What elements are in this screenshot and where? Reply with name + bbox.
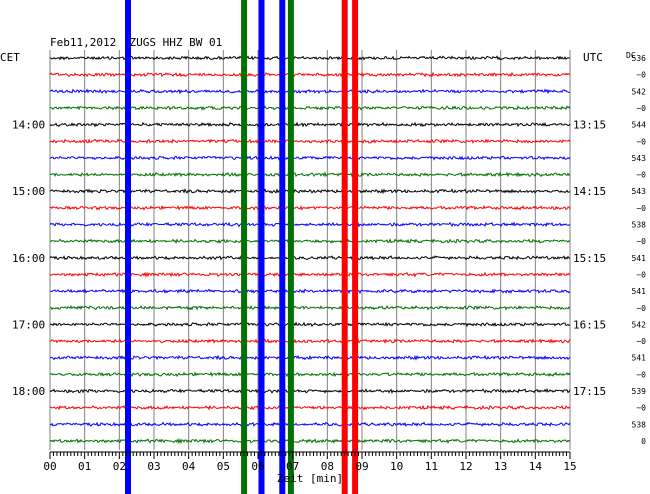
left-hour-label: 18:00 [12, 385, 45, 398]
x-tick-label: 13 [494, 460, 507, 473]
dc-offset-label: 536 [632, 54, 647, 63]
x-tick-label: 09 [355, 460, 368, 473]
chart-title: Feb11,2012 ZUGS HHZ BW 01 [50, 36, 222, 49]
dc-offset-label: −0 [636, 71, 646, 80]
x-tick-label: 12 [459, 460, 472, 473]
seismic-trace [49, 354, 571, 361]
dc-offset-label: −0 [636, 404, 646, 413]
dc-offset-label: 0 [641, 437, 646, 446]
dc-offset-label: −0 [636, 370, 646, 379]
dc-offset-label: −0 [636, 171, 646, 180]
transient-spike [279, 0, 286, 494]
seismic-trace [49, 337, 571, 345]
seismic-trace [49, 71, 571, 78]
grid-layer [49, 50, 571, 450]
left-hour-label: 14:00 [12, 119, 45, 132]
axis-layer [49, 451, 571, 459]
seismic-trace [49, 387, 571, 395]
dc-offset-label: −0 [636, 270, 646, 279]
seismic-trace [49, 255, 571, 261]
seismic-trace [49, 321, 571, 328]
seismic-trace [49, 88, 571, 95]
dc-offset-label: 542 [632, 320, 647, 329]
x-tick-label: 15 [563, 460, 576, 473]
x-tick-label: 06 [251, 460, 264, 473]
label-layer: Feb11,2012 ZUGS HHZ BW 01 CET UTC DC Zei… [0, 36, 646, 485]
dc-offset-label: 544 [632, 121, 647, 130]
dc-offset-label: −0 [636, 104, 646, 113]
x-axis-label: Zeit [min] [277, 472, 343, 485]
seismic-trace [49, 121, 571, 128]
transient-spike [125, 0, 131, 494]
right-hour-label: 17:15 [573, 385, 606, 398]
seismic-trace [49, 171, 571, 178]
transient-spike [258, 0, 265, 494]
seismic-trace [49, 238, 571, 245]
x-tick-label: 14 [529, 460, 543, 473]
seismic-trace [49, 404, 571, 411]
left-hour-label: 17:00 [12, 318, 45, 331]
transient-spike [241, 0, 248, 494]
dc-offset-label: −0 [636, 237, 646, 246]
seismic-trace [49, 371, 571, 378]
left-hour-label: 16:00 [12, 252, 45, 265]
seismic-trace [49, 271, 571, 278]
seismic-trace [49, 105, 571, 111]
seismic-trace [49, 438, 571, 445]
x-tick-label: 05 [217, 460, 230, 473]
seismic-trace [49, 138, 571, 145]
x-tick-label: 04 [182, 460, 196, 473]
trace-layer [49, 55, 571, 445]
seismic-trace [49, 188, 571, 195]
right-hour-label: 16:15 [573, 318, 606, 331]
dc-offset-label: 538 [632, 221, 647, 230]
right-hour-label: 13:15 [573, 119, 606, 132]
dc-offset-label: 541 [632, 254, 647, 263]
x-tick-label: 10 [390, 460, 403, 473]
right-timezone-label: UTC [583, 51, 603, 64]
dc-offset-label: 538 [632, 420, 647, 429]
dc-offset-label: −0 [636, 337, 646, 346]
x-tick-label: 11 [425, 460, 438, 473]
seismic-trace [49, 55, 571, 61]
seismic-trace [49, 155, 571, 161]
dc-offset-label: 541 [632, 287, 647, 296]
dc-offset-label: −0 [636, 204, 646, 213]
x-tick-label: 08 [321, 460, 334, 473]
dc-offset-label: 543 [632, 154, 647, 163]
right-hour-label: 14:15 [573, 185, 606, 198]
left-hour-label: 15:00 [12, 185, 45, 198]
dc-offset-label: 543 [632, 187, 647, 196]
seismic-trace [49, 304, 571, 311]
dc-offset-label: −0 [636, 137, 646, 146]
x-tick-label: 07 [286, 460, 299, 473]
x-tick-label: 01 [78, 460, 91, 473]
seismic-trace [49, 204, 571, 211]
transient-spike [287, 0, 294, 494]
spike-layer [125, 0, 359, 494]
seismic-trace [49, 221, 571, 228]
dc-offset-label: −0 [636, 304, 646, 313]
dc-offset-label: 541 [632, 354, 647, 363]
x-tick-label: 00 [43, 460, 56, 473]
dc-offset-label: 539 [632, 387, 647, 396]
seismic-trace [49, 288, 571, 295]
x-tick-label: 02 [113, 460, 126, 473]
dc-offset-label: 542 [632, 87, 647, 96]
x-tick-label: 03 [147, 460, 160, 473]
transient-spike [341, 0, 348, 494]
right-hour-label: 15:15 [573, 252, 606, 265]
transient-spike [352, 0, 359, 494]
dc-header-label: DC [626, 51, 636, 60]
left-timezone-label: CET [0, 51, 20, 64]
seismic-trace [49, 421, 571, 428]
